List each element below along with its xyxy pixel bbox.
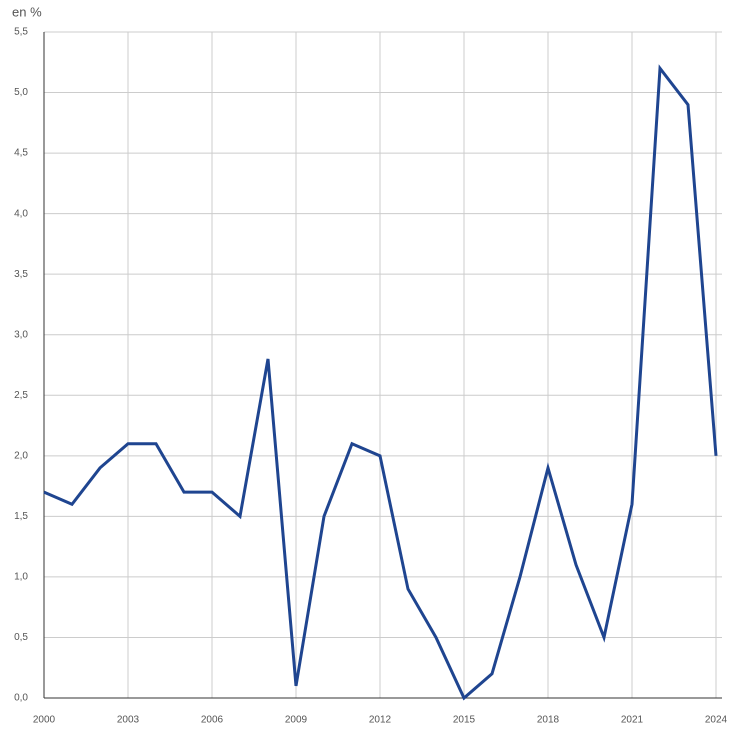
y-tick-label: 3,0	[14, 329, 28, 340]
y-tick-label: 1,5	[14, 511, 28, 522]
y-axis-label: en %	[12, 4, 42, 19]
x-tick-label: 2003	[117, 715, 140, 726]
y-tick-label: 1,0	[14, 572, 28, 583]
x-tick-label: 2009	[285, 715, 308, 726]
data-line	[43, 64, 718, 701]
y-tick-label: 3,5	[14, 269, 28, 280]
y-tick-label: 2,0	[14, 450, 28, 461]
y-tick-label: 0,5	[14, 632, 28, 643]
x-tick-label: 2000	[33, 715, 56, 726]
x-tick-label: 2012	[369, 715, 392, 726]
x-tick-label: 2015	[453, 715, 476, 726]
y-tick-label: 5,5	[14, 27, 28, 38]
y-tick-label: 4,0	[14, 208, 28, 219]
x-tick-label: 2006	[201, 715, 224, 726]
x-tick-label: 2024	[705, 715, 728, 726]
y-tick-label: 4,5	[14, 148, 28, 159]
x-tick-label: 2021	[621, 715, 644, 726]
y-tick-label: 2,5	[14, 390, 28, 401]
x-tick-label: 2018	[537, 715, 560, 726]
y-tick-label: 0,0	[14, 693, 28, 704]
y-tick-label: 5,0	[14, 87, 28, 98]
